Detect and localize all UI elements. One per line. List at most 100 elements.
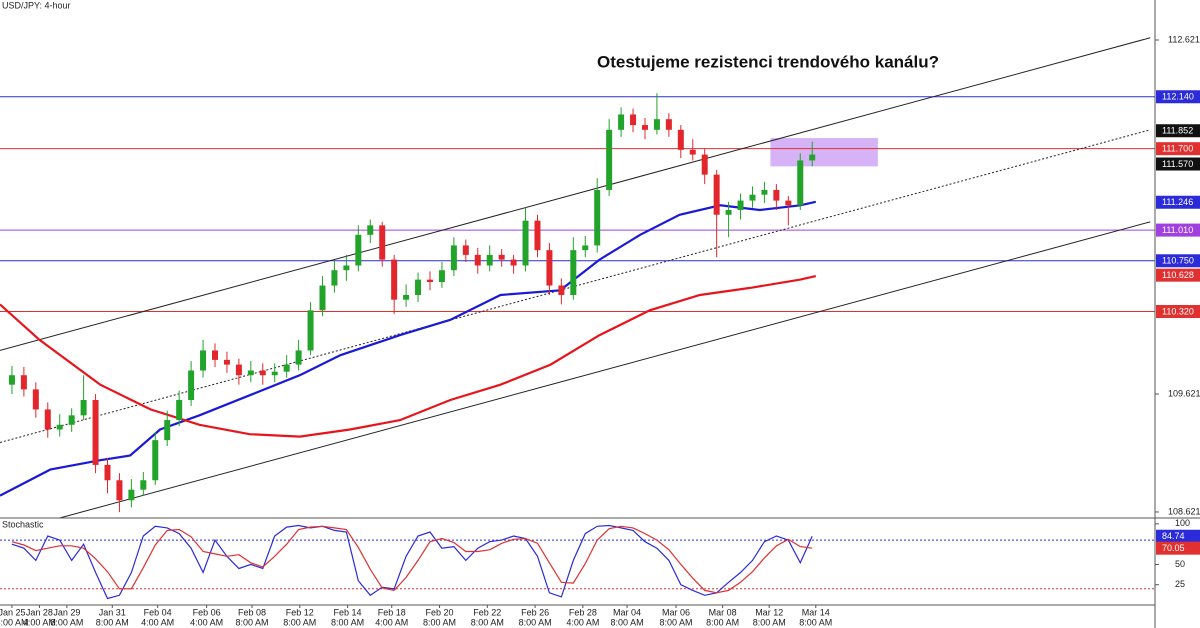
x-tick-label: Jan 25	[0, 607, 25, 617]
x-tick-time: 8:00 AM	[660, 617, 693, 627]
x-tick-time: 4:00 AM	[141, 617, 174, 627]
candle-body	[140, 480, 147, 490]
candle-body	[8, 375, 15, 385]
candle-body	[164, 420, 171, 441]
y-tick-label: 25	[1175, 579, 1185, 589]
candle-body	[653, 119, 660, 130]
price-label: 112.140	[1162, 92, 1194, 102]
x-tick-label: Jan 28	[26, 607, 53, 617]
candle-body	[510, 259, 517, 266]
candle-body	[618, 114, 625, 130]
candle-body	[558, 285, 565, 295]
candle-body	[391, 259, 398, 300]
x-tick-time: 8:00 AM	[423, 617, 456, 627]
main-plot	[0, 37, 1155, 518]
candle-body	[271, 371, 278, 376]
x-tick-label: Feb 08	[238, 607, 266, 617]
candle-body	[606, 129, 613, 190]
price-label: 111.246	[1162, 197, 1193, 207]
candle-body	[116, 480, 123, 501]
price-label: 111.570	[1162, 159, 1193, 169]
candle-body	[630, 114, 637, 126]
price-label: 111.700	[1162, 144, 1193, 154]
candle-body	[665, 119, 672, 130]
y-tick-label: 109.621	[1168, 388, 1200, 398]
x-tick-time: 4:00 AM	[0, 617, 28, 627]
x-tick-label: Mar 08	[709, 607, 737, 617]
price-label-box	[1156, 223, 1200, 237]
candle-body	[104, 464, 111, 481]
x-tick-label: Mar 14	[802, 607, 830, 617]
candle-body	[283, 364, 290, 372]
candle-body	[128, 489, 135, 501]
candle-body	[295, 350, 302, 365]
x-tick-time: 4:00 AM	[23, 617, 56, 627]
x-tick-time: 8:00 AM	[96, 617, 129, 627]
x-tick-time: 8:00 AM	[50, 617, 83, 627]
candle-body	[319, 285, 326, 311]
price-label-box	[1156, 195, 1200, 209]
candle-body	[677, 129, 684, 150]
candle-body	[462, 245, 469, 255]
x-tick-time: 8:00 AM	[471, 617, 504, 627]
candle-body	[785, 200, 792, 206]
x-tick-time: 8:00 AM	[611, 617, 644, 627]
candle-body	[522, 220, 529, 266]
price-label-box	[1156, 305, 1200, 319]
candle-body	[438, 270, 445, 283]
candle-body	[92, 400, 99, 465]
chart-title: USD/JPY: 4-hour	[2, 0, 71, 10]
x-tick-label: Feb 14	[334, 607, 362, 617]
resistance-zone	[770, 138, 878, 167]
price-label-box	[1156, 157, 1200, 171]
x-tick-label: Feb 20	[426, 607, 454, 617]
candle-body	[152, 440, 159, 481]
candle-body	[594, 189, 601, 246]
candle-body	[689, 149, 696, 155]
candle-body	[426, 279, 433, 283]
candle-body	[474, 254, 481, 266]
candle-body	[725, 210, 732, 215]
candle-body	[200, 350, 207, 371]
candle-body	[379, 225, 386, 260]
x-tick-time: 8:00 AM	[331, 617, 364, 627]
price-label-box	[1156, 142, 1200, 156]
candle-body	[582, 245, 589, 251]
candle-body	[450, 245, 457, 271]
candle-body	[355, 234, 362, 266]
x-tick-label: Feb 22	[473, 607, 501, 617]
candle-body	[701, 154, 708, 175]
moving-average	[0, 275, 817, 438]
candle-body	[737, 200, 744, 211]
price-label-box	[1156, 124, 1200, 138]
stochastic-plot	[0, 524, 1155, 600]
price-label: 111.852	[1162, 126, 1193, 136]
x-tick-label: Feb 04	[144, 607, 172, 617]
price-label: 110.750	[1162, 256, 1194, 266]
candle-body	[809, 154, 816, 161]
candle-body	[713, 174, 720, 215]
channel-line	[0, 37, 1151, 351]
price-label-box	[1156, 268, 1200, 282]
candle-body	[749, 194, 756, 201]
x-tick-time: 4:00 AM	[375, 617, 408, 627]
stoch-line	[11, 525, 813, 594]
candle-body	[80, 400, 87, 416]
candle-body	[641, 125, 648, 130]
price-label-box	[1156, 90, 1200, 104]
x-tick-time: 8:00 AM	[753, 617, 786, 627]
candle-body	[247, 370, 254, 376]
candle-body	[32, 389, 39, 410]
price-label: 110.628	[1162, 270, 1194, 280]
candle-body	[68, 415, 75, 425]
candle-body	[307, 310, 314, 351]
candle-body	[223, 359, 230, 365]
y-tick-label: 108.621	[1168, 506, 1200, 516]
candle-body	[403, 294, 410, 300]
x-tick-label: Feb 28	[569, 607, 597, 617]
x-tick-label: Mar 06	[662, 607, 690, 617]
candle-body	[176, 400, 183, 421]
x-tick-time: 4:00 AM	[566, 617, 599, 627]
price-label-box	[1156, 529, 1200, 543]
